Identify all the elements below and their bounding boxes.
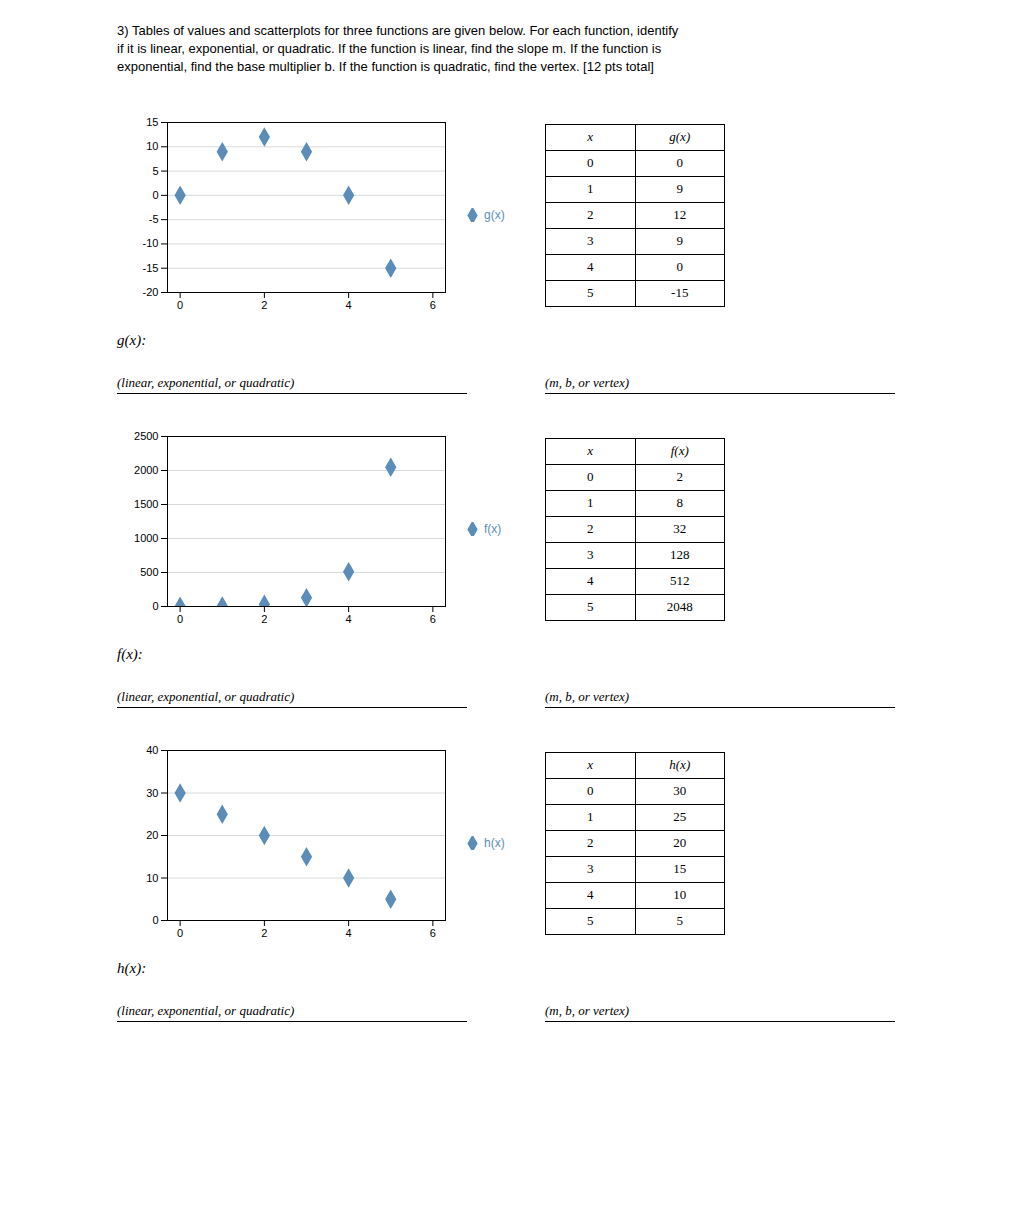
- svg-text:-15: -15: [143, 262, 159, 274]
- svg-text:2500: 2500: [134, 430, 158, 442]
- svg-text:2: 2: [261, 299, 267, 311]
- svg-text:-5: -5: [149, 213, 159, 225]
- html-text:128: 128: [670, 547, 690, 562]
- svg-text:1500: 1500: [134, 498, 158, 510]
- svg-text:1000: 1000: [134, 532, 158, 544]
- svg-text:4: 4: [346, 613, 352, 625]
- html-text:8: 8: [676, 495, 683, 510]
- html-text:3: 3: [587, 547, 594, 562]
- html-text:4: 4: [587, 573, 594, 588]
- html-text:(linear, exponential, or quadr: (linear, exponential, or quadratic): [117, 1003, 295, 1018]
- svg-text:0: 0: [177, 299, 183, 311]
- html-text:10: 10: [673, 887, 687, 902]
- svg-text:0: 0: [177, 613, 183, 625]
- svg-text:0: 0: [152, 189, 158, 201]
- html-text:3: 3: [587, 233, 594, 248]
- html-text:30: 30: [673, 783, 687, 798]
- html-text:4: 4: [587, 887, 594, 902]
- svg-text:-20: -20: [143, 286, 159, 298]
- svg-text:2000: 2000: [134, 464, 158, 476]
- html-text:if it is linear, exponential,: if it is linear, exponential, or quadrat…: [117, 41, 662, 56]
- html-text:g(x):: g(x):: [117, 332, 147, 348]
- svg-text:2: 2: [261, 613, 267, 625]
- html-text:1: 1: [587, 181, 594, 196]
- svg-text:0: 0: [152, 600, 158, 612]
- html-text:h(x): h(x): [669, 757, 691, 772]
- html-text:f(x): f(x): [670, 443, 689, 458]
- html-text:2: 2: [587, 207, 594, 222]
- svg-text:2: 2: [261, 927, 267, 939]
- html-text:h(x): h(x): [484, 836, 505, 850]
- html-text:2: 2: [587, 835, 594, 850]
- html-text:1: 1: [587, 809, 594, 824]
- html-text:0: 0: [587, 469, 594, 484]
- html-text:(linear, exponential, or quadr: (linear, exponential, or quadratic): [117, 375, 295, 390]
- svg-text:30: 30: [146, 787, 158, 799]
- html-text:3: 3: [587, 861, 594, 876]
- svg-text:6: 6: [430, 927, 436, 939]
- svg-text:500: 500: [140, 566, 158, 578]
- svg-text:10: 10: [146, 140, 158, 152]
- html-text:x: x: [587, 443, 594, 458]
- html-text:(linear, exponential, or quadr: (linear, exponential, or quadratic): [117, 689, 295, 704]
- html-text:h(x):: h(x):: [117, 960, 147, 976]
- html-text:x: x: [587, 757, 594, 772]
- html-text:9: 9: [676, 181, 683, 196]
- html-text:2048: 2048: [666, 599, 693, 614]
- html-text:exponential, find the base mul: exponential, find the base multiplier b.…: [117, 59, 654, 74]
- html-text:2: 2: [587, 521, 594, 536]
- html-text:20: 20: [673, 835, 687, 850]
- html-text:g(x): g(x): [484, 208, 505, 222]
- html-text:9: 9: [676, 233, 683, 248]
- html-text:5: 5: [587, 285, 594, 300]
- html-text:0: 0: [587, 155, 594, 170]
- html-text:5: 5: [587, 913, 594, 928]
- html-text:512: 512: [670, 573, 690, 588]
- svg-text:4: 4: [346, 927, 352, 939]
- svg-text:0: 0: [177, 927, 183, 939]
- html-text:5: 5: [676, 913, 683, 928]
- html-text:0: 0: [587, 783, 594, 798]
- svg-text:10: 10: [146, 872, 158, 884]
- html-text:x: x: [587, 129, 594, 144]
- html-text:(m, b, or vertex): (m, b, or vertex): [545, 375, 630, 390]
- svg-text:-10: -10: [143, 237, 159, 249]
- html-text:15: 15: [673, 861, 687, 876]
- html-text:12: 12: [673, 207, 687, 222]
- svg-text:6: 6: [430, 299, 436, 311]
- svg-text:40: 40: [146, 744, 158, 756]
- html-text:32: 32: [673, 521, 687, 536]
- html-text:g(x): g(x): [669, 129, 691, 144]
- html-text:2: 2: [676, 469, 683, 484]
- svg-text:5: 5: [152, 165, 158, 177]
- html-text:25: 25: [673, 809, 687, 824]
- html-text:(m, b, or vertex): (m, b, or vertex): [545, 689, 630, 704]
- svg-text:20: 20: [146, 829, 158, 841]
- html-text:3) Tables of values and scatte: 3) Tables of values and scatterplots for…: [117, 23, 679, 38]
- html-text:-15: -15: [671, 285, 689, 300]
- html-text:4: 4: [587, 259, 594, 274]
- html-text:(m, b, or vertex): (m, b, or vertex): [545, 1003, 630, 1018]
- svg-text:15: 15: [146, 116, 158, 128]
- svg-text:0: 0: [152, 914, 158, 926]
- svg-text:6: 6: [430, 613, 436, 625]
- html-text:f(x): f(x): [484, 522, 502, 536]
- html-text:1: 1: [587, 495, 594, 510]
- html-text:f(x):: f(x):: [117, 646, 143, 662]
- html-text:5: 5: [587, 599, 594, 614]
- html-text:0: 0: [676, 155, 683, 170]
- svg-text:4: 4: [346, 299, 352, 311]
- html-text:0: 0: [676, 259, 683, 274]
